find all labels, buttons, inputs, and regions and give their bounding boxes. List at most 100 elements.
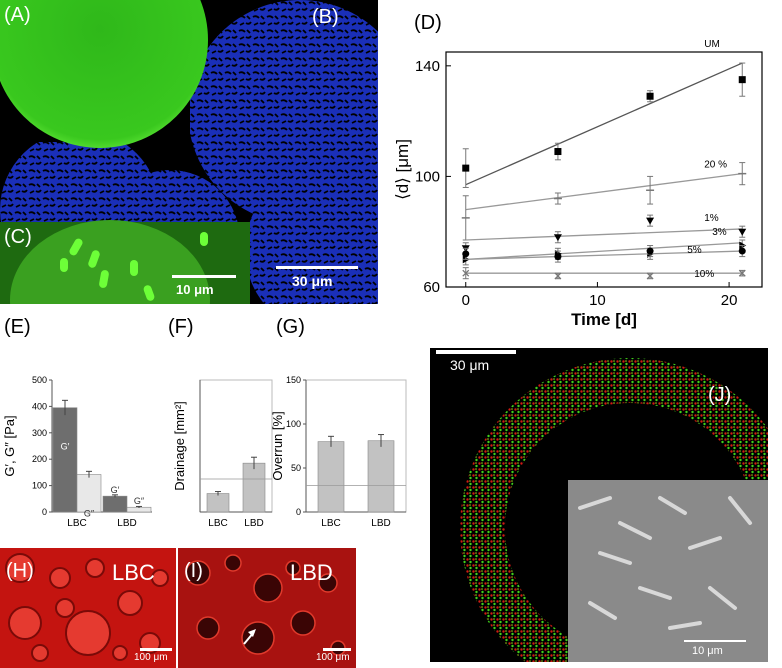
panel-label-a: (A) (4, 4, 31, 26)
y-axis-label: ⟨d⟩ [μm] (393, 139, 412, 200)
fit-line (465, 242, 743, 261)
series-label: 5% (687, 245, 702, 256)
data-point (554, 148, 562, 156)
y-tick-label: 400 (32, 401, 47, 411)
x-tick-label: 0 (462, 292, 470, 309)
micrograph-panel-i: (I) LBD 100 μm (178, 548, 356, 668)
plot-frame (445, 51, 763, 288)
panel-label-i: (I) (184, 560, 203, 582)
panel-h-text: LBC (112, 560, 155, 585)
scalebar-h-label: 100 μm (134, 652, 168, 663)
data-point (738, 228, 747, 236)
panel-label-j: (J) (708, 384, 732, 406)
chart-g: 0 50 100 150 Overrun [%] LBC LBD (270, 375, 407, 529)
fit-line (465, 250, 743, 261)
data-point (646, 92, 654, 100)
data-point (554, 253, 562, 261)
y-tick-label: 100 (415, 168, 440, 185)
bar (367, 440, 395, 513)
x-tick-label: LBC (208, 518, 227, 529)
y-tick-label: 150 (286, 375, 301, 385)
fit-line (465, 62, 743, 186)
inset-scalebar-j-label: 10 μm (692, 645, 723, 657)
data-point (462, 269, 470, 277)
micrograph-panel-h: (H) LBC 100 μm (0, 548, 176, 668)
y-axis-label: Drainage [mm²] (172, 401, 187, 491)
x-tick-label: LBD (371, 518, 390, 529)
panel-label-d: (D) (414, 12, 442, 34)
bar-series-label: G′ (111, 485, 120, 495)
panel-label-f: (F) (168, 316, 194, 338)
panel-d: (D) 0 10 20 60 100 140 Time [d] ⟨d⟩ [μm] UM 20 % 1… (384, 0, 782, 330)
data-point (553, 234, 562, 242)
panel-g: (G) 0 50 100 150 Overrun [%] LBC LBD (270, 316, 420, 538)
fit-line (465, 228, 743, 241)
bar (206, 493, 230, 513)
panel-label-c: (C) (4, 226, 32, 248)
scalebar-b-label: 30 μm (292, 273, 333, 289)
x-tick-label: 10 (589, 292, 606, 309)
y-tick-label: 0 (42, 507, 47, 517)
data-point (462, 250, 470, 258)
bar (102, 495, 128, 513)
bar (242, 462, 266, 513)
chart-e: 0 100 200 300 400 500 G′, G″ [Pa] LBC LBD G′ G′ G″ G… (2, 375, 152, 529)
data-point (646, 272, 654, 280)
scalebar-j-label: 30 μm (450, 357, 490, 373)
rod-cells (60, 232, 208, 301)
bar-series-label: G″ (134, 496, 145, 506)
data-point (738, 76, 746, 84)
scalebar-i-label: 100 μm (316, 652, 350, 663)
micrograph-abc-image (0, 0, 378, 304)
fit-line (465, 173, 743, 211)
x-axis-label: Time [d] (571, 310, 637, 329)
bar-series-label: G″ (84, 509, 95, 519)
panel-e: (E) 0 100 200 300 400 500 G′, G″ [Pa] LBC LBD G′ G… (0, 316, 160, 538)
bar (317, 441, 345, 513)
data-point (462, 164, 470, 172)
chart-f: Drainage [mm²] LBC LBD (172, 379, 273, 529)
panel-i-text: LBD (290, 560, 333, 585)
y-tick-label: 60 (423, 279, 440, 296)
inset-scalebar-j (684, 640, 746, 642)
scalebar-b (276, 266, 358, 269)
x-tick-label: 20 (721, 292, 738, 309)
y-tick-label: 100 (32, 481, 47, 491)
y-axis-label: G′, G″ [Pa] (2, 415, 17, 476)
panel-label-e: (E) (4, 316, 31, 338)
scalebar-c (172, 275, 236, 278)
data-point (738, 247, 746, 255)
y-tick-label: 500 (32, 375, 47, 385)
y-tick-label: 100 (286, 419, 301, 429)
bar (76, 474, 102, 513)
micrograph-panel-abc: (A) (B) (C) 10 μm 30 μm (0, 0, 378, 304)
series-label: 10% (694, 269, 714, 280)
scalebar-i (323, 648, 351, 651)
chart-d: 0 10 20 60 100 140 Time [d] ⟨d⟩ [μm] UM 20 % 1% 3% 5… (393, 39, 763, 329)
scalebar-h (140, 648, 172, 651)
bar-series-label: G′ (61, 442, 70, 452)
y-tick-label: 140 (415, 58, 440, 75)
y-tick-label: 300 (32, 428, 47, 438)
series-label: 3% (712, 227, 727, 238)
x-tick-label: LBD (117, 518, 136, 529)
x-tick-label: LBC (67, 518, 86, 529)
panel-f: (F) Drainage [mm²] LBC LBD (162, 316, 276, 538)
y-tick-label: 200 (32, 454, 47, 464)
data-point (646, 217, 655, 225)
y-axis-label: Overrun [%] (270, 411, 285, 480)
micrograph-j-image (436, 350, 768, 662)
series-label: UM (704, 39, 720, 50)
y-tick-label: 0 (296, 507, 301, 517)
micrograph-panel-j: 30 μm (J) 10 μm (430, 348, 768, 662)
scalebar-c-label: 10 μm (176, 282, 214, 297)
panel-label-h: (H) (6, 560, 34, 582)
data-point (554, 272, 562, 280)
x-tick-label: LBC (321, 518, 340, 529)
data-point (646, 247, 654, 255)
bar (52, 407, 78, 513)
x-tick-label: LBD (244, 518, 263, 529)
panel-label-b: (B) (312, 6, 339, 28)
series-label: 20 % (704, 160, 727, 171)
y-tick-label: 50 (291, 463, 301, 473)
